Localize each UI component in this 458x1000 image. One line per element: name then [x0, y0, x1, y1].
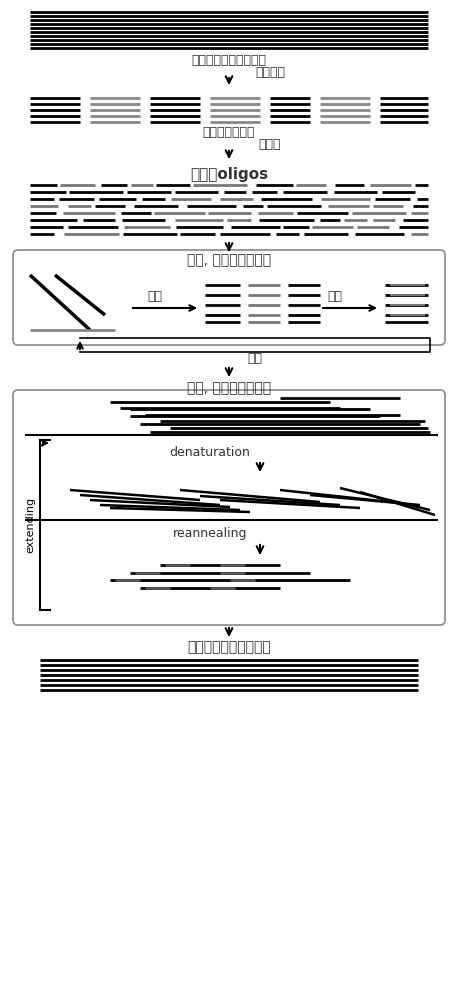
Text: 密码子优化的母版序列: 密码子优化的母版序列 — [191, 53, 267, 66]
Text: 连接: 连接 — [327, 290, 343, 302]
Text: 切割成oligos: 切割成oligos — [190, 167, 268, 182]
Text: 退火: 退火 — [147, 290, 163, 302]
Text: 比对的母版序列: 比对的母版序列 — [203, 125, 255, 138]
Text: 变性, 退火和延伸循环: 变性, 退火和延伸循环 — [187, 381, 271, 395]
Text: 变性, 退火和连接循环: 变性, 退火和连接循环 — [187, 253, 271, 267]
Text: extending: extending — [25, 497, 35, 553]
FancyBboxPatch shape — [13, 390, 445, 625]
FancyBboxPatch shape — [13, 250, 445, 345]
Text: 变性: 变性 — [247, 352, 262, 364]
Text: reannealing: reannealing — [173, 526, 247, 540]
Text: 序列比对: 序列比对 — [255, 66, 285, 79]
Text: denaturation: denaturation — [169, 446, 251, 458]
Text: 片断化: 片断化 — [259, 137, 281, 150]
Text: 组装的全长基因的扩增: 组装的全长基因的扩增 — [187, 640, 271, 654]
